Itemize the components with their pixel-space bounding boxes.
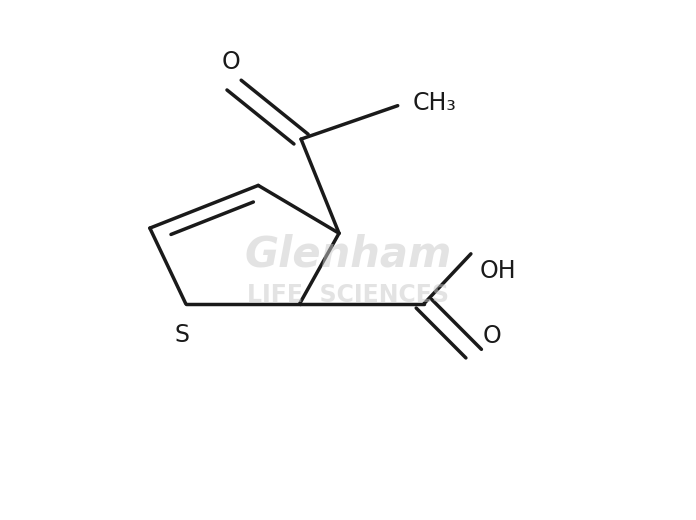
Text: OH: OH [480,259,516,283]
Text: O: O [221,50,240,74]
Text: CH₃: CH₃ [413,91,457,115]
Text: LIFE  SCIENCES: LIFE SCIENCES [247,283,449,307]
Text: O: O [482,324,501,348]
Text: Glenham: Glenham [244,234,452,276]
Text: S: S [175,323,190,347]
